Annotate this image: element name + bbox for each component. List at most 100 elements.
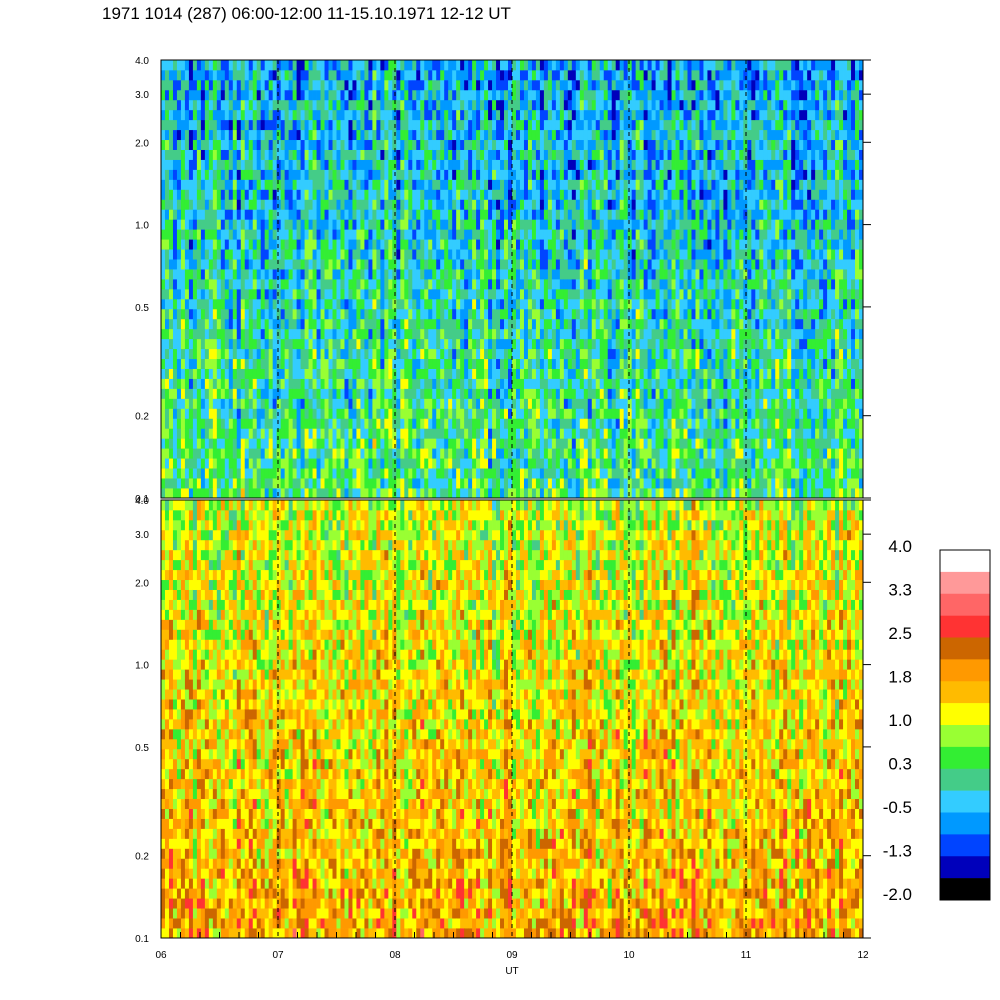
- spectrogram-cell: [508, 119, 513, 131]
- spectrogram-cell: [464, 298, 469, 310]
- spectrogram-cell: [531, 438, 537, 449]
- spectrogram-cell: [256, 219, 262, 230]
- spectrogram-cell: [611, 308, 617, 320]
- spectrogram-cell: [236, 129, 242, 141]
- spectrogram-cell: [252, 428, 258, 439]
- spectrogram-cell: [519, 239, 525, 250]
- spectrogram-cell: [276, 418, 282, 429]
- spectrogram-cell: [208, 69, 214, 81]
- spectrogram-cell: [320, 219, 325, 230]
- spectrogram-cell: [408, 448, 413, 459]
- spectrogram-cell: [464, 368, 469, 379]
- spectrogram-cell: [396, 119, 401, 131]
- spectrogram-cell: [575, 129, 581, 141]
- spectrogram-cell: [476, 119, 481, 131]
- spectrogram-cell: [316, 458, 321, 469]
- spectrogram-cell: [348, 458, 353, 469]
- spectrogram-cell: [324, 279, 329, 290]
- spectrogram-cell: [591, 159, 597, 170]
- spectrogram-cell: [464, 109, 469, 121]
- spectrogram-cell: [284, 338, 290, 350]
- spectrogram-cell: [272, 368, 278, 379]
- spectrogram-cell: [404, 159, 409, 170]
- spectrogram-cell: [579, 298, 585, 310]
- spectrogram-cell: [428, 298, 433, 310]
- spectrogram-cell: [396, 388, 401, 399]
- spectrogram-cell: [432, 139, 437, 150]
- spectrogram-cell: [428, 378, 433, 389]
- spectrogram-cell: [396, 219, 401, 230]
- spectrogram-cell: [607, 119, 613, 131]
- spectrogram-cell: [304, 448, 309, 459]
- spectrogram-cell: [472, 448, 477, 459]
- spectrogram-cell: [288, 358, 294, 369]
- spectrogram-cell: [547, 69, 553, 81]
- spectrogram-cell: [192, 468, 198, 479]
- spectrogram-cell: [504, 179, 509, 190]
- spectrogram-cell: [488, 159, 493, 170]
- spectrogram-cell: [332, 488, 337, 499]
- spectrogram-cell: [400, 69, 405, 81]
- spectrogram-cell: [340, 179, 345, 190]
- spectrogram-cell: [480, 129, 485, 141]
- spectrogram-cell: [547, 368, 553, 379]
- spectrogram-cell: [384, 488, 389, 499]
- spectrogram-cell: [388, 109, 393, 121]
- spectrogram-cell: [352, 378, 357, 389]
- spectrogram-cell: [400, 79, 405, 91]
- spectrogram-cell: [344, 478, 349, 489]
- spectrogram-cell: [515, 119, 521, 131]
- spectrogram-cell: [444, 60, 449, 71]
- spectrogram-cell: [161, 99, 166, 111]
- spectrogram-cell: [232, 129, 238, 141]
- spectrogram-cell: [164, 109, 170, 121]
- spectrogram-cell: [416, 179, 421, 190]
- spectrogram-cell: [372, 189, 377, 200]
- spectrogram-cell: [256, 249, 262, 260]
- spectrogram-cell: [232, 388, 238, 399]
- spectrogram-cell: [256, 478, 262, 489]
- spectrogram-cell: [296, 318, 301, 330]
- spectrogram-cell: [248, 69, 254, 81]
- spectrogram-cell: [188, 468, 194, 479]
- spectrogram-cell: [240, 239, 246, 250]
- spectrogram-cell: [539, 269, 545, 280]
- spectrogram-cell: [216, 378, 222, 389]
- spectrogram-cell: [248, 129, 254, 141]
- spectrogram-cell: [168, 408, 174, 419]
- spectrogram-cell: [196, 338, 202, 350]
- spectrogram-cell: [468, 169, 473, 180]
- spectrogram-cell: [575, 229, 581, 240]
- spectrogram-cell: [504, 149, 509, 160]
- spectrogram-cell: [579, 288, 585, 300]
- spectrogram-cell: [168, 338, 174, 350]
- spectrogram-cell: [268, 338, 274, 350]
- spectrogram-cell: [161, 109, 166, 121]
- spectrogram-cell: [312, 488, 317, 499]
- spectrogram-cell: [452, 149, 457, 160]
- spectrogram-cell: [512, 458, 517, 469]
- spectrogram-cell: [224, 239, 230, 250]
- spectrogram-cell: [563, 159, 569, 170]
- spectrogram-cell: [579, 438, 585, 449]
- spectrogram-cell: [232, 79, 238, 91]
- spectrogram-cell: [244, 179, 250, 190]
- spectrogram-cell: [488, 179, 493, 190]
- spectrogram-cell: [320, 418, 325, 429]
- spectrogram-cell: [204, 89, 210, 101]
- spectrogram-cell: [240, 438, 246, 449]
- spectrogram-cell: [180, 249, 186, 260]
- spectrogram-cell: [567, 418, 573, 429]
- spectrogram-cell: [599, 179, 605, 190]
- spectrogram-cell: [519, 438, 525, 449]
- spectrogram-cell: [180, 458, 186, 469]
- spectrogram-cell: [559, 139, 565, 150]
- spectrogram-cell: [420, 159, 425, 170]
- spectrogram-cell: [172, 448, 178, 459]
- spectrogram-cell: [320, 438, 325, 449]
- spectrogram-cell: [180, 418, 186, 429]
- spectrogram-cell: [535, 159, 541, 170]
- spectrogram-cell: [244, 318, 250, 330]
- spectrogram-cell: [563, 169, 569, 180]
- spectrogram-cell: [611, 448, 617, 459]
